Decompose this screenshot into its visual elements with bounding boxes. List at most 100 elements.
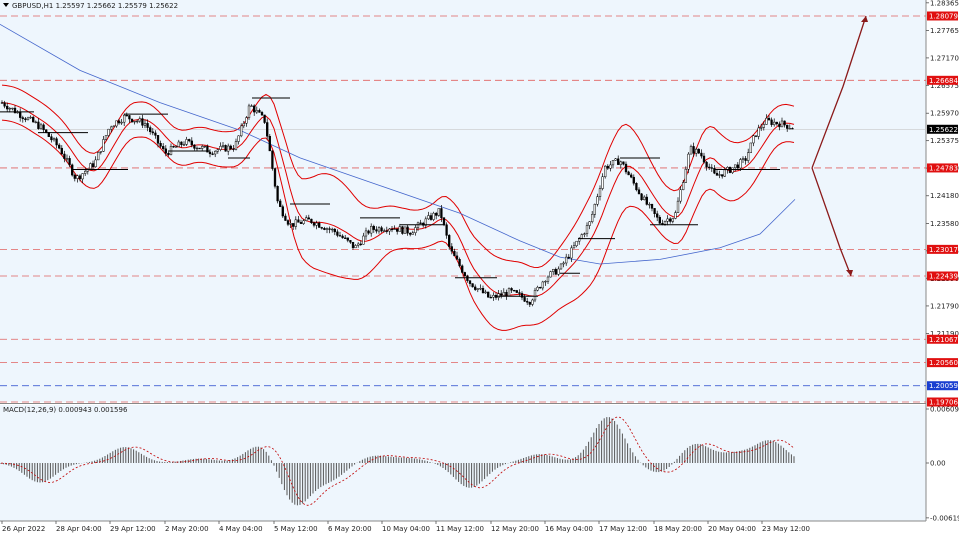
candle-body [723, 169, 726, 177]
candle-body [575, 240, 578, 247]
candle-body [419, 222, 422, 224]
candle-body [169, 146, 173, 155]
candle-body [744, 158, 747, 161]
candle-body [414, 227, 417, 234]
candle-body [684, 168, 687, 183]
candle-body [583, 233, 586, 235]
candle-body [312, 222, 316, 226]
candle-body [292, 223, 295, 227]
candle-body [133, 120, 136, 123]
candle-body [107, 128, 110, 136]
candle-body [437, 208, 440, 216]
candle-body [531, 299, 534, 305]
candle-body [112, 125, 115, 128]
candle-body [52, 138, 56, 141]
symbol-menu-icon[interactable] [3, 3, 9, 7]
price-tick-label: 1.26575 [930, 82, 959, 90]
candle-body [643, 196, 646, 200]
candle-body [99, 151, 102, 153]
candle-body [393, 228, 396, 230]
level-price-tag [927, 381, 958, 391]
candle-body [463, 272, 466, 277]
candle-body [624, 163, 628, 173]
candle-body [422, 222, 425, 226]
candle-body [398, 226, 401, 232]
bollinger-middle [1, 102, 795, 297]
candle-body [227, 145, 230, 152]
candle-body [224, 145, 227, 152]
candle-body [562, 262, 565, 265]
level-price-tag-label: 1.20059 [929, 382, 958, 390]
candle-body [760, 127, 763, 129]
candle-body [396, 228, 399, 232]
candle-body [536, 286, 539, 291]
candle-body [338, 235, 342, 237]
candle-body [502, 292, 505, 296]
candle-body [159, 143, 162, 147]
candle-body [380, 227, 383, 232]
candle-body [102, 139, 105, 152]
candle-body [718, 174, 721, 176]
moving-average-line [0, 23, 796, 265]
candle-body [123, 114, 126, 123]
candle-body [458, 259, 461, 267]
candle-body [211, 153, 214, 155]
candle-body [481, 288, 485, 294]
candle-body [403, 226, 407, 234]
candle-body [435, 212, 438, 216]
candle-body [461, 265, 464, 273]
candle-body [341, 235, 344, 239]
price-tick-label: 1.27170 [930, 54, 959, 62]
candle-body [510, 288, 513, 291]
candle-body [372, 226, 375, 230]
candle-body [21, 117, 24, 119]
candle-body [619, 161, 622, 165]
candle-body [229, 145, 232, 150]
candle-body [500, 293, 503, 296]
level-price-tag [927, 244, 958, 254]
candle-body [515, 290, 518, 293]
candle-body [734, 164, 737, 169]
candle-body [377, 227, 381, 232]
projection-arrows [811, 15, 868, 277]
candle-body [156, 135, 160, 144]
candle-body [598, 188, 602, 197]
candle-body [73, 174, 76, 179]
bearish-arrow-head [846, 270, 853, 277]
candle-body [383, 230, 386, 232]
level-price-tag [927, 11, 958, 21]
candle-body [320, 227, 323, 229]
time-tick-label: 18 May 20:00 [654, 525, 702, 533]
candle-body [741, 158, 745, 160]
price-tick-label: 1.21790 [930, 302, 959, 310]
candle-body [765, 117, 768, 125]
level-price-tag-label: 1.20560 [929, 359, 958, 367]
time-tick-label: 10 May 04:00 [382, 525, 430, 533]
candle-body [8, 108, 11, 110]
candle-body [143, 123, 147, 126]
candle-body [669, 218, 672, 222]
candle-body [533, 289, 537, 301]
time-axis: 26 Apr 2022 28 Apr 04:00 29 Apr 12:00 2 May… [1, 521, 810, 533]
candle-body [702, 155, 706, 163]
candle-body [349, 240, 352, 243]
candle-body [245, 117, 248, 124]
candle-body [591, 214, 594, 222]
macd-tick-label: -0.006193 [930, 514, 959, 522]
candle-body [195, 147, 199, 150]
level-price-tag-label: 1.22439 [929, 273, 958, 281]
candle-body [713, 168, 716, 174]
current-price-tag [927, 124, 958, 134]
candle-body [151, 131, 154, 134]
candle-body [658, 217, 661, 224]
candle-body [50, 136, 53, 141]
candle-body [34, 121, 37, 124]
candle-body [448, 235, 451, 247]
candle-body [489, 296, 492, 299]
candle-body [484, 291, 487, 294]
candle-body [359, 243, 362, 245]
candle-body [778, 123, 781, 128]
candles [0, 100, 794, 308]
level-price-tag [927, 271, 958, 281]
candle-body [648, 203, 651, 206]
